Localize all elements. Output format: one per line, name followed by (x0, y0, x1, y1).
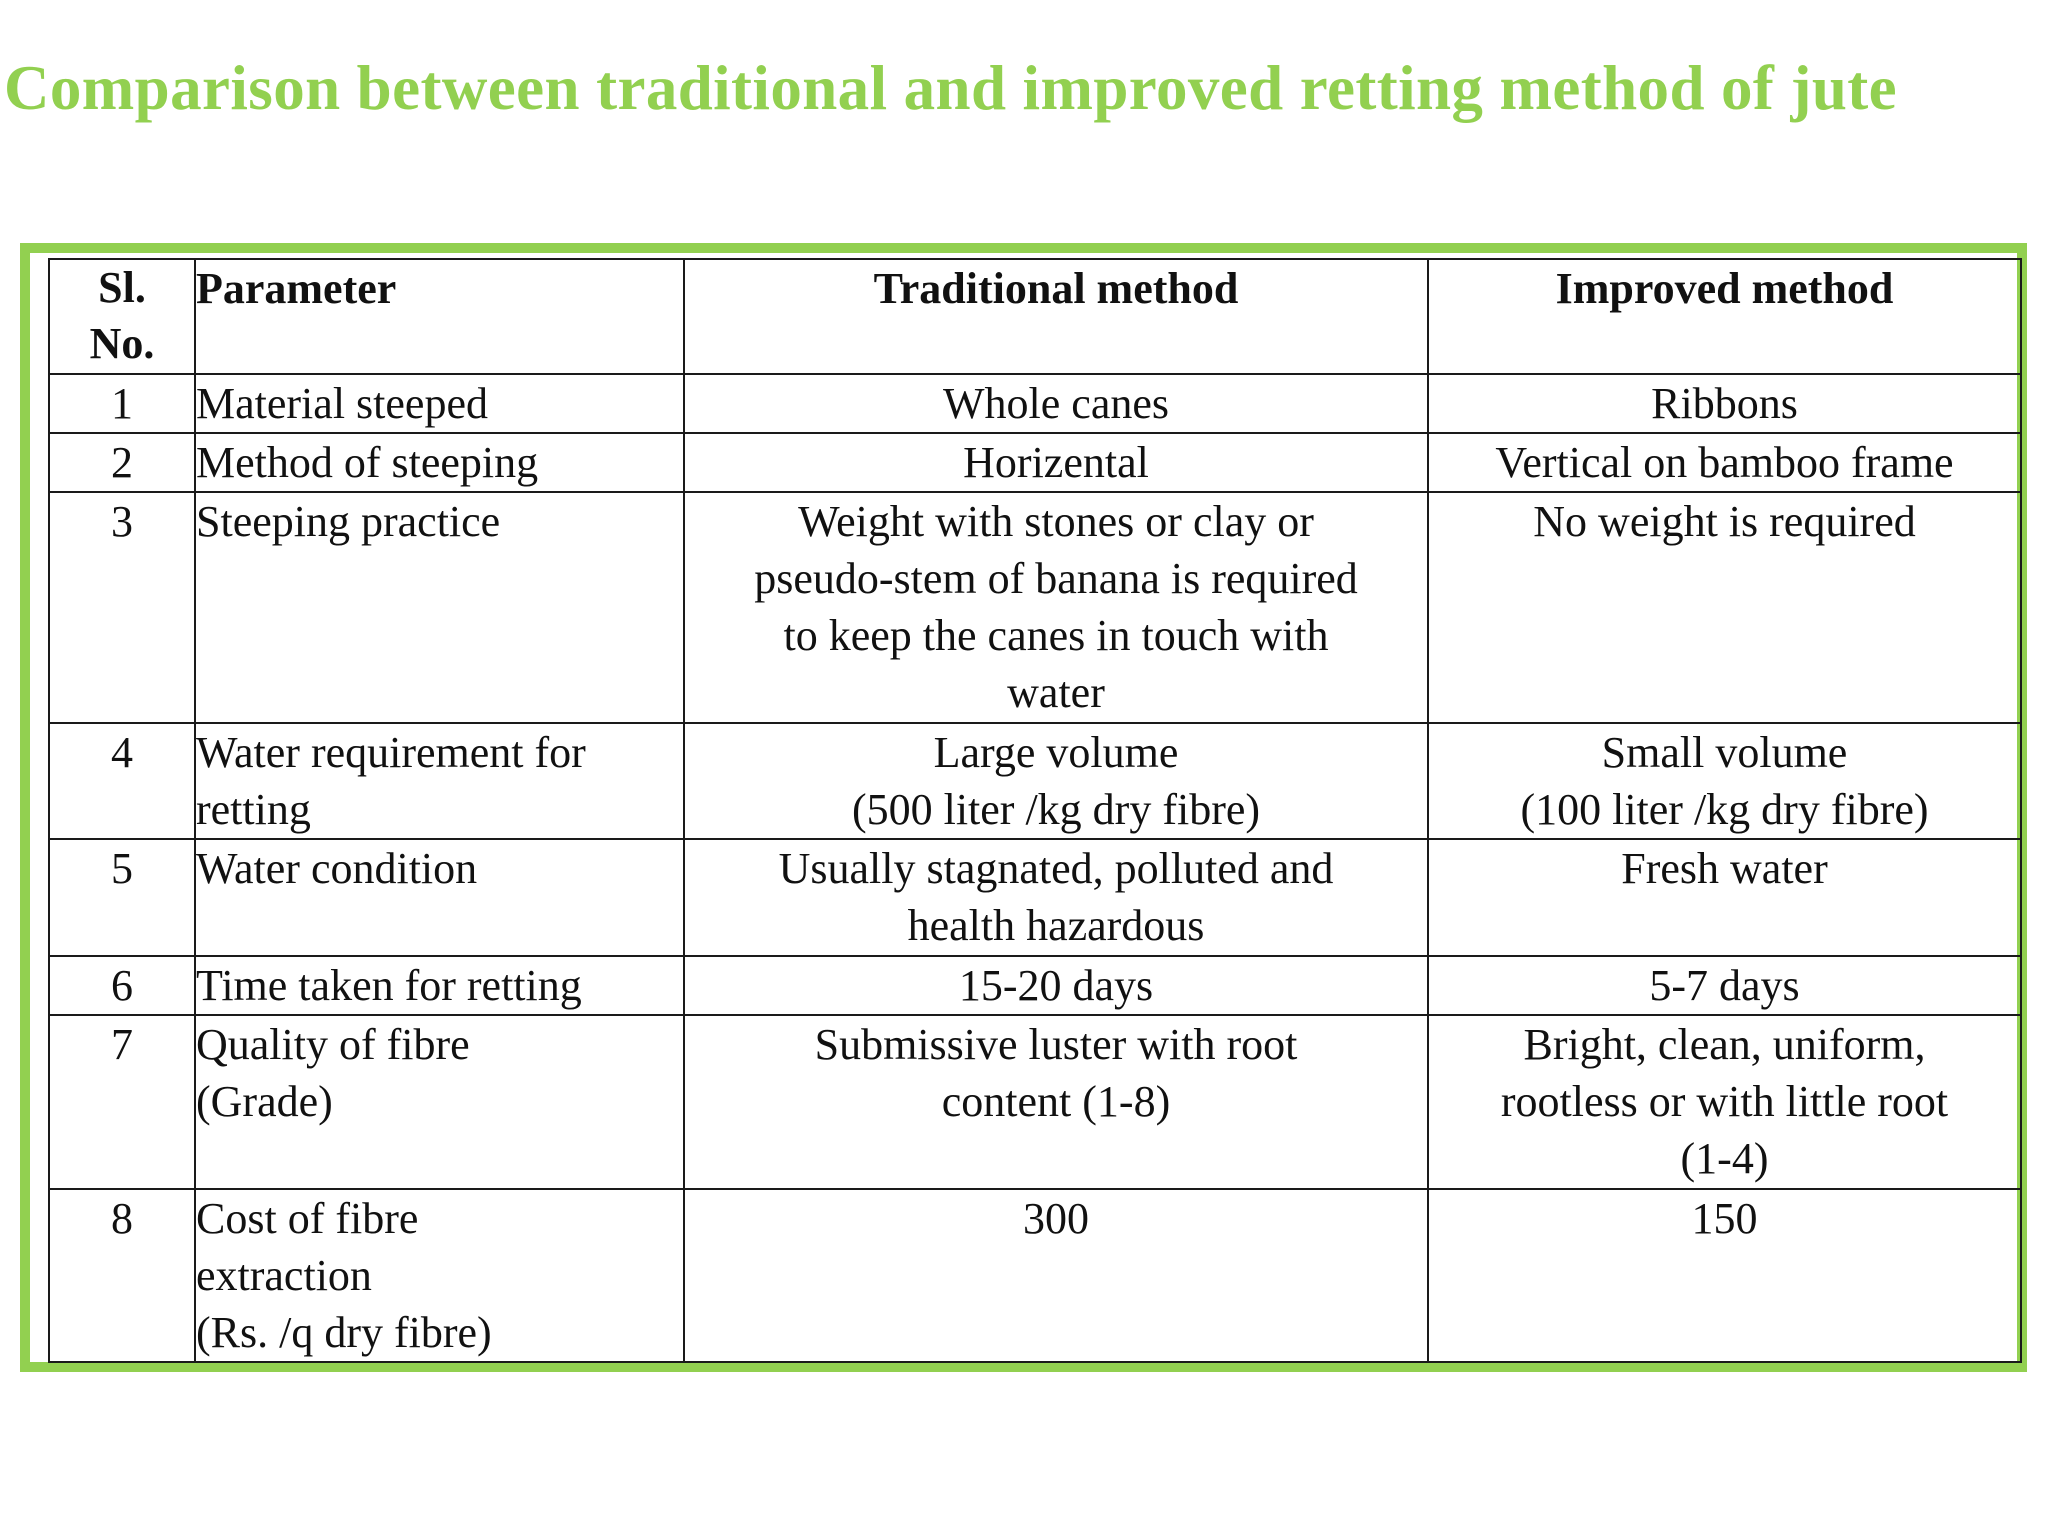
cell-improved: Bright, clean, uniform, rootless or with… (1427, 1014, 2022, 1190)
cell-sl-no: 5 (48, 838, 196, 957)
cell-sl-no: 3 (48, 491, 196, 724)
cell-improved: Ribbons (1427, 373, 2022, 434)
cell-traditional: Usually stagnated, polluted and health h… (683, 838, 1429, 957)
cell-sl-no: 7 (48, 1014, 196, 1190)
cell-parameter: Quality of fibre (Grade) (194, 1014, 685, 1190)
cell-parameter: Water requirement for retting (194, 722, 685, 840)
cell-traditional: 15-20 days (683, 955, 1429, 1016)
cell-traditional: Large volume (500 liter /kg dry fibre) (683, 722, 1429, 840)
cell-improved: Small volume (100 liter /kg dry fibre) (1427, 722, 2022, 840)
cell-sl-no: 8 (48, 1188, 196, 1363)
cell-improved: 5-7 days (1427, 955, 2022, 1016)
cell-traditional: Weight with stones or clay or pseudo-ste… (683, 491, 1429, 724)
table-row: 1 Material steeped Whole canes Ribbons (48, 373, 2022, 434)
cell-improved: Fresh water (1427, 838, 2022, 957)
table-row: 2 Method of steeping Horizental Vertical… (48, 432, 2022, 493)
table-row: 3 Steeping practice Weight with stones o… (48, 491, 2022, 724)
comparison-table: Sl. No. Parameter Traditional method Imp… (48, 258, 2022, 1363)
cell-traditional: Whole canes (683, 373, 1429, 434)
cell-parameter: Cost of fibre extraction (Rs. /q dry fib… (194, 1188, 685, 1363)
cell-sl-no: 6 (48, 955, 196, 1016)
cell-sl-no: 2 (48, 432, 196, 493)
table-row: 4 Water requirement for retting Large vo… (48, 722, 2022, 840)
cell-traditional: 300 (683, 1188, 1429, 1363)
cell-sl-no: 4 (48, 722, 196, 840)
cell-traditional: Horizental (683, 432, 1429, 493)
table-row: 5 Water condition Usually stagnated, pol… (48, 838, 2022, 957)
header-sl-no: Sl. No. (48, 258, 196, 375)
cell-parameter: Water condition (194, 838, 685, 957)
cell-parameter: Steeping practice (194, 491, 685, 724)
table-row: 6 Time taken for retting 15-20 days 5-7 … (48, 955, 2022, 1016)
cell-sl-no: 1 (48, 373, 196, 434)
table-row: 7 Quality of fibre (Grade) Submissive lu… (48, 1014, 2022, 1190)
cell-parameter: Method of steeping (194, 432, 685, 493)
cell-improved: No weight is required (1427, 491, 2022, 724)
table-header-row: Sl. No. Parameter Traditional method Imp… (48, 258, 2022, 375)
cell-improved: Vertical on bamboo frame (1427, 432, 2022, 493)
table-frame: Sl. No. Parameter Traditional method Imp… (20, 243, 2027, 1372)
table-row: 8 Cost of fibre extraction (Rs. /q dry f… (48, 1188, 2022, 1363)
cell-improved: 150 (1427, 1188, 2022, 1363)
page-title: Comparison between traditional and impro… (4, 53, 1898, 123)
cell-traditional: Submissive luster with root content (1-8… (683, 1014, 1429, 1190)
header-parameter: Parameter (194, 258, 685, 375)
header-traditional-method: Traditional method (683, 258, 1429, 375)
cell-parameter: Time taken for retting (194, 955, 685, 1016)
header-improved-method: Improved method (1427, 258, 2022, 375)
cell-parameter: Material steeped (194, 373, 685, 434)
